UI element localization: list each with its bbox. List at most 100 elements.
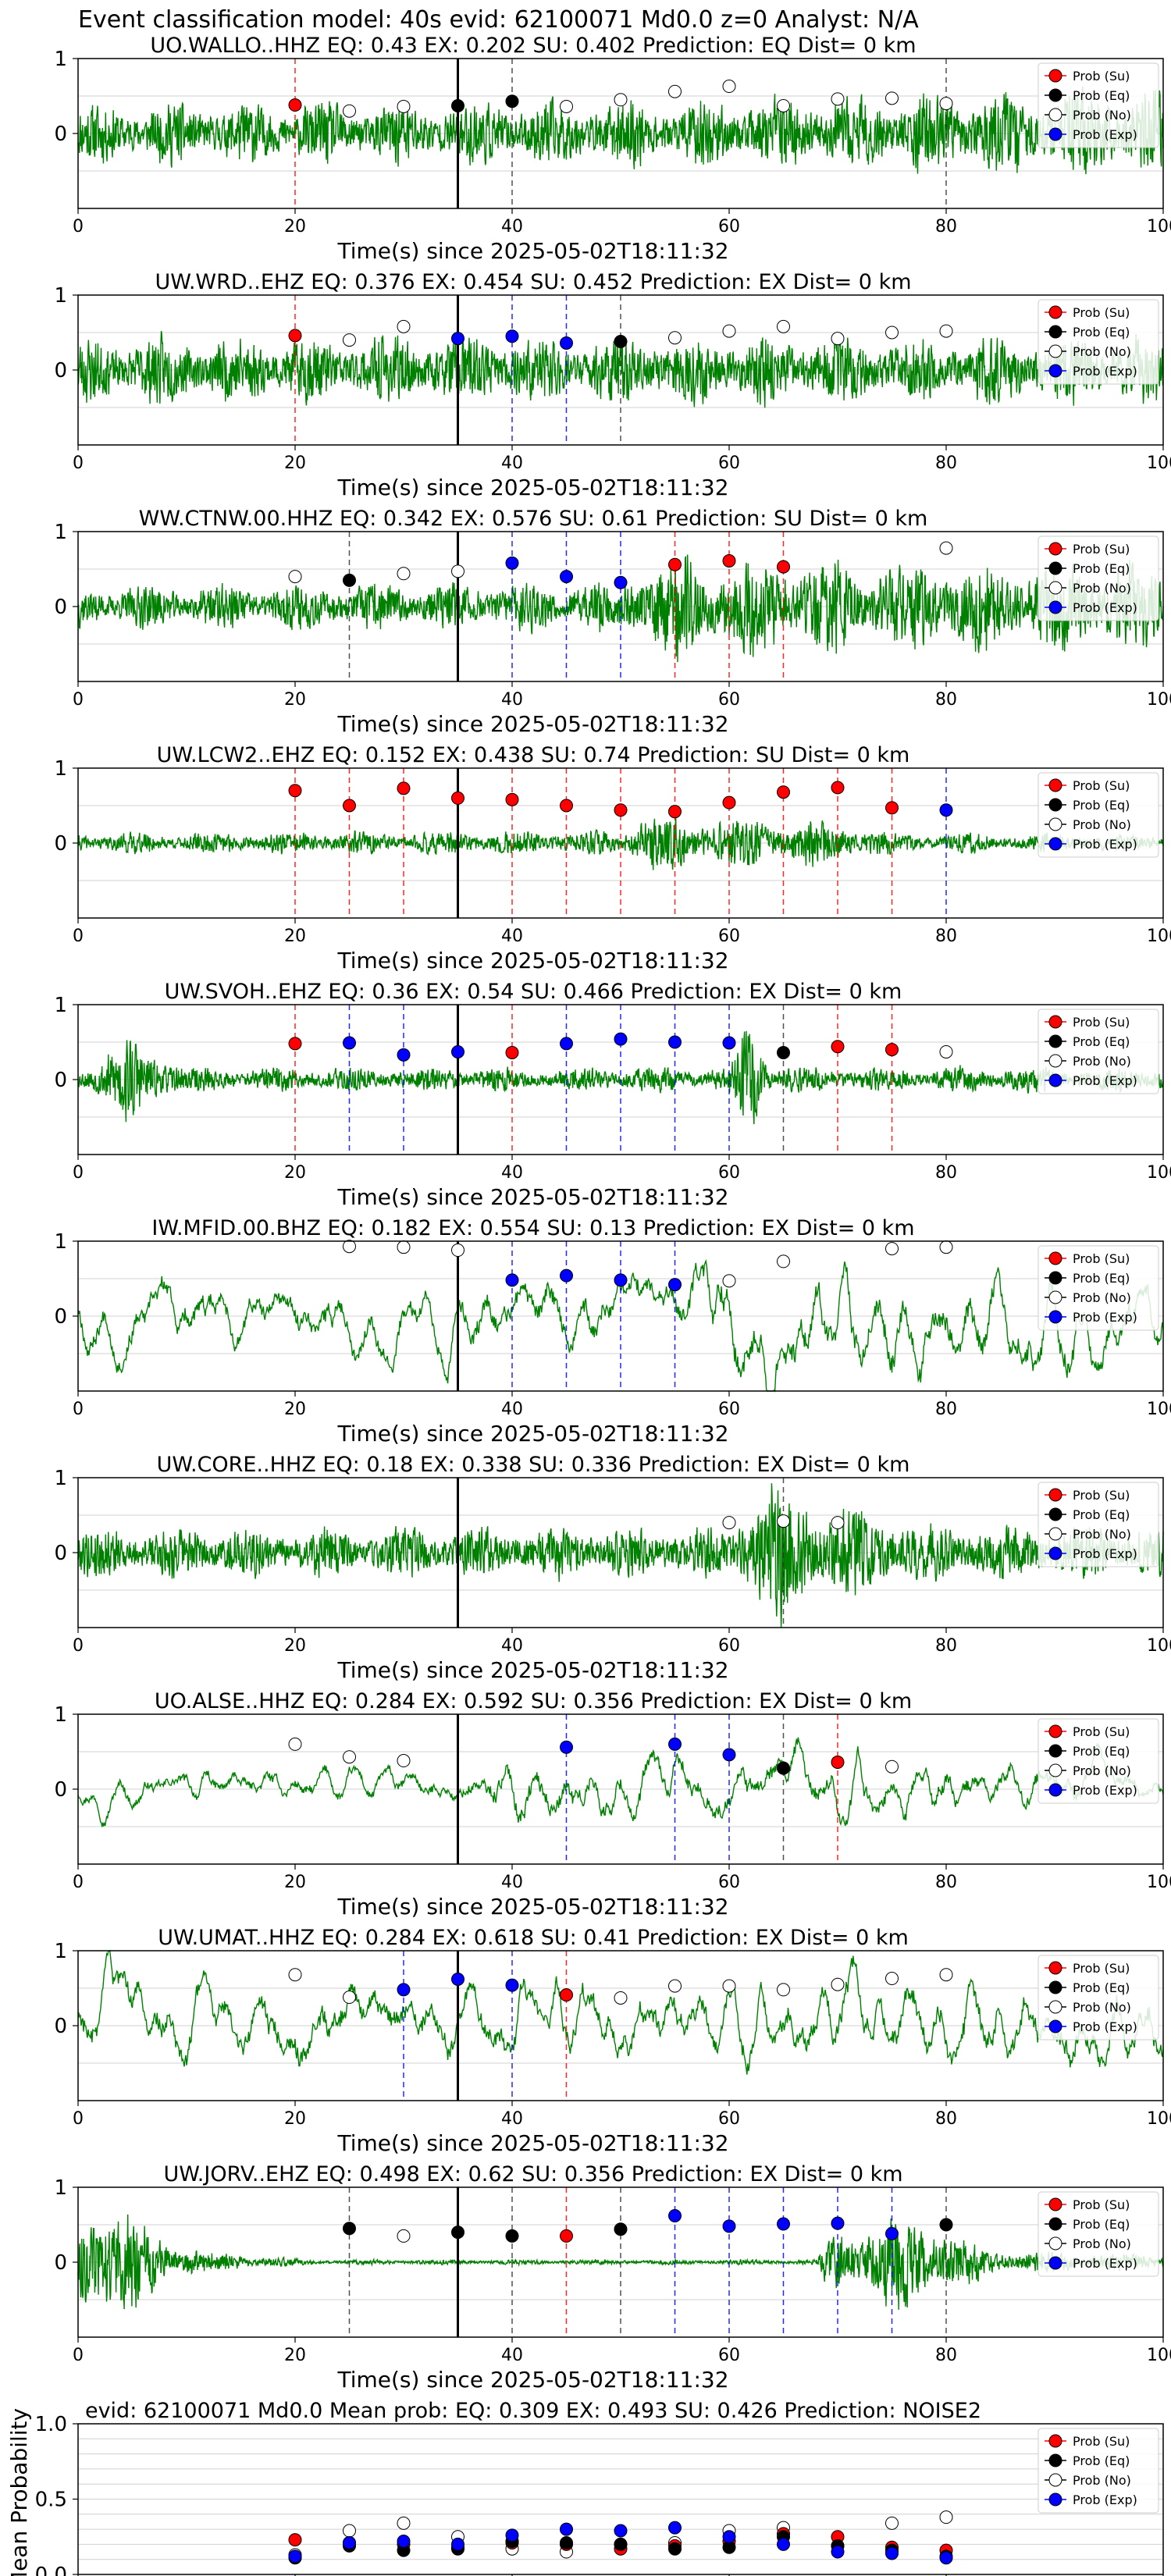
legend-marker — [1048, 542, 1062, 556]
legend-label-exp: Prob (Exp) — [1073, 1310, 1137, 1325]
y-tick-label: 1 — [54, 1230, 67, 1254]
prob-point-su — [288, 1037, 302, 1051]
mean-prob-point-exp — [668, 2521, 682, 2535]
x-axis-label: Time(s) since 2025-05-02T18:11:32 — [336, 711, 728, 737]
prob-point-no — [614, 1991, 628, 2005]
prob-point-su — [288, 329, 302, 343]
x-tick-label: 100 — [1147, 2109, 1171, 2129]
legend-marker — [1048, 837, 1062, 851]
prob-point-no — [722, 1274, 736, 1288]
legend-label-no: Prob (No) — [1073, 1763, 1131, 1778]
prob-point-su — [505, 792, 519, 806]
legend-box — [1038, 1482, 1159, 1567]
prob-point-eq — [777, 1045, 790, 1059]
prob-point-exp — [668, 1278, 682, 1292]
prob-point-exp — [668, 1035, 682, 1049]
x-tick-label: 80 — [935, 1636, 957, 1656]
y-tick-label: 0 — [54, 1778, 67, 1802]
x-tick-label: 40 — [501, 1163, 523, 1183]
x-tick-label: 80 — [935, 217, 957, 237]
y-tick-label: 0 — [54, 123, 67, 146]
x-tick-label: 60 — [718, 1636, 740, 1656]
x-tick-label: 0 — [73, 2346, 84, 2365]
prob-point-no — [831, 1977, 845, 1991]
prob-point-no — [939, 541, 953, 555]
x-tick-label: 60 — [718, 217, 740, 237]
legend-label-no: Prob (No) — [1073, 2473, 1131, 2488]
mean-prob-point-no — [939, 2510, 953, 2524]
prob-point-eq — [343, 573, 356, 587]
prob-point-no — [397, 567, 411, 581]
mean-prob-point-no — [397, 2516, 411, 2530]
legend-label-su: Prob (Su) — [1073, 2434, 1130, 2449]
legend-marker — [1048, 2197, 1062, 2211]
legend-box — [1038, 1245, 1159, 1331]
panel-title: UW.SVOH..EHZ EQ: 0.36 EX: 0.54 SU: 0.466… — [165, 980, 902, 1004]
legend-label-no: Prob (No) — [1073, 581, 1131, 596]
prob-point-exp — [722, 1036, 736, 1050]
legend-marker — [1048, 108, 1062, 122]
prob-point-su — [831, 781, 845, 795]
y-tick-label: 1 — [54, 2176, 67, 2200]
prob-point-exp — [722, 1748, 736, 1762]
x-tick-label: 80 — [935, 1873, 957, 1892]
legend-marker — [1048, 2236, 1062, 2250]
prob-point-eq — [505, 94, 519, 109]
x-tick-label: 0 — [73, 690, 84, 710]
mean-prob-point-exp — [560, 2522, 573, 2536]
mean-prob-point-su — [288, 2533, 302, 2547]
legend-label-no: Prob (No) — [1073, 817, 1131, 832]
x-tick-label: 100 — [1147, 690, 1171, 710]
prob-point-exp — [668, 2208, 682, 2222]
x-tick-label: 40 — [501, 2346, 523, 2365]
x-tick-label: 0 — [73, 454, 84, 473]
y-tick-label: 1 — [54, 521, 67, 544]
prob-point-no — [777, 319, 790, 333]
prob-point-no — [777, 98, 790, 112]
x-tick-label: 0 — [73, 2109, 84, 2129]
x-tick-label: 20 — [284, 2346, 306, 2365]
legend-marker — [1048, 1015, 1062, 1029]
prob-point-exp — [505, 329, 519, 343]
legend-marker — [1048, 325, 1062, 339]
legend-marker — [1048, 1980, 1062, 1994]
legend-marker — [1048, 1961, 1062, 1975]
prob-point-su — [614, 803, 628, 817]
panel-title: UW.JORV..EHZ EQ: 0.498 EX: 0.62 SU: 0.35… — [163, 2162, 902, 2186]
x-axis-label: Time(s) since 2025-05-02T18:11:32 — [336, 1894, 728, 1920]
legend-marker — [1048, 600, 1062, 614]
prob-point-no — [397, 319, 411, 333]
panel-title: UW.UMAT..HHZ EQ: 0.284 EX: 0.618 SU: 0.4… — [158, 1926, 909, 1950]
legend-label-eq: Prob (Eq) — [1073, 1980, 1130, 1995]
x-tick-label: 100 — [1147, 1636, 1171, 1656]
legend-marker — [1048, 1507, 1062, 1521]
prob-point-no — [668, 84, 682, 98]
prob-point-no — [722, 324, 736, 338]
legend-label-eq: Prob (Eq) — [1073, 798, 1130, 813]
x-axis-label: Time(s) since 2025-05-02T18:11:32 — [336, 948, 728, 973]
panel-title: UO.WALLO..HHZ EQ: 0.43 EX: 0.202 SU: 0.4… — [150, 34, 916, 58]
x-tick-label: 0 — [73, 217, 84, 237]
prob-point-eq — [614, 2222, 628, 2236]
mean-prob-point-exp — [831, 2545, 845, 2559]
legend-marker — [1048, 1034, 1062, 1048]
legend-label-su: Prob (Su) — [1073, 542, 1130, 557]
panel-1: UO.WALLO..HHZ EQ: 0.43 EX: 0.202 SU: 0.4… — [54, 34, 1171, 264]
prob-point-eq — [614, 335, 628, 349]
y-tick-label: 1 — [54, 1703, 67, 1727]
x-tick-label: 20 — [284, 454, 306, 473]
y-tick-label: 0 — [54, 1069, 67, 1092]
prob-point-no — [939, 1044, 953, 1059]
legend-label-no: Prob (No) — [1073, 108, 1131, 123]
prob-point-exp — [614, 575, 628, 589]
x-tick-label: 80 — [935, 1163, 957, 1183]
prob-point-su — [722, 553, 736, 568]
legend-marker — [1048, 2019, 1062, 2033]
legend-marker — [1048, 561, 1062, 575]
legend-label-exp: Prob (Exp) — [1073, 2019, 1137, 2034]
mean-prob-point-eq — [668, 2542, 682, 2556]
mean-prob-point-exp — [885, 2546, 899, 2560]
x-tick-label: 60 — [718, 1163, 740, 1183]
prob-point-su — [560, 799, 573, 813]
y-tick-label: 0.5 — [35, 2489, 67, 2512]
